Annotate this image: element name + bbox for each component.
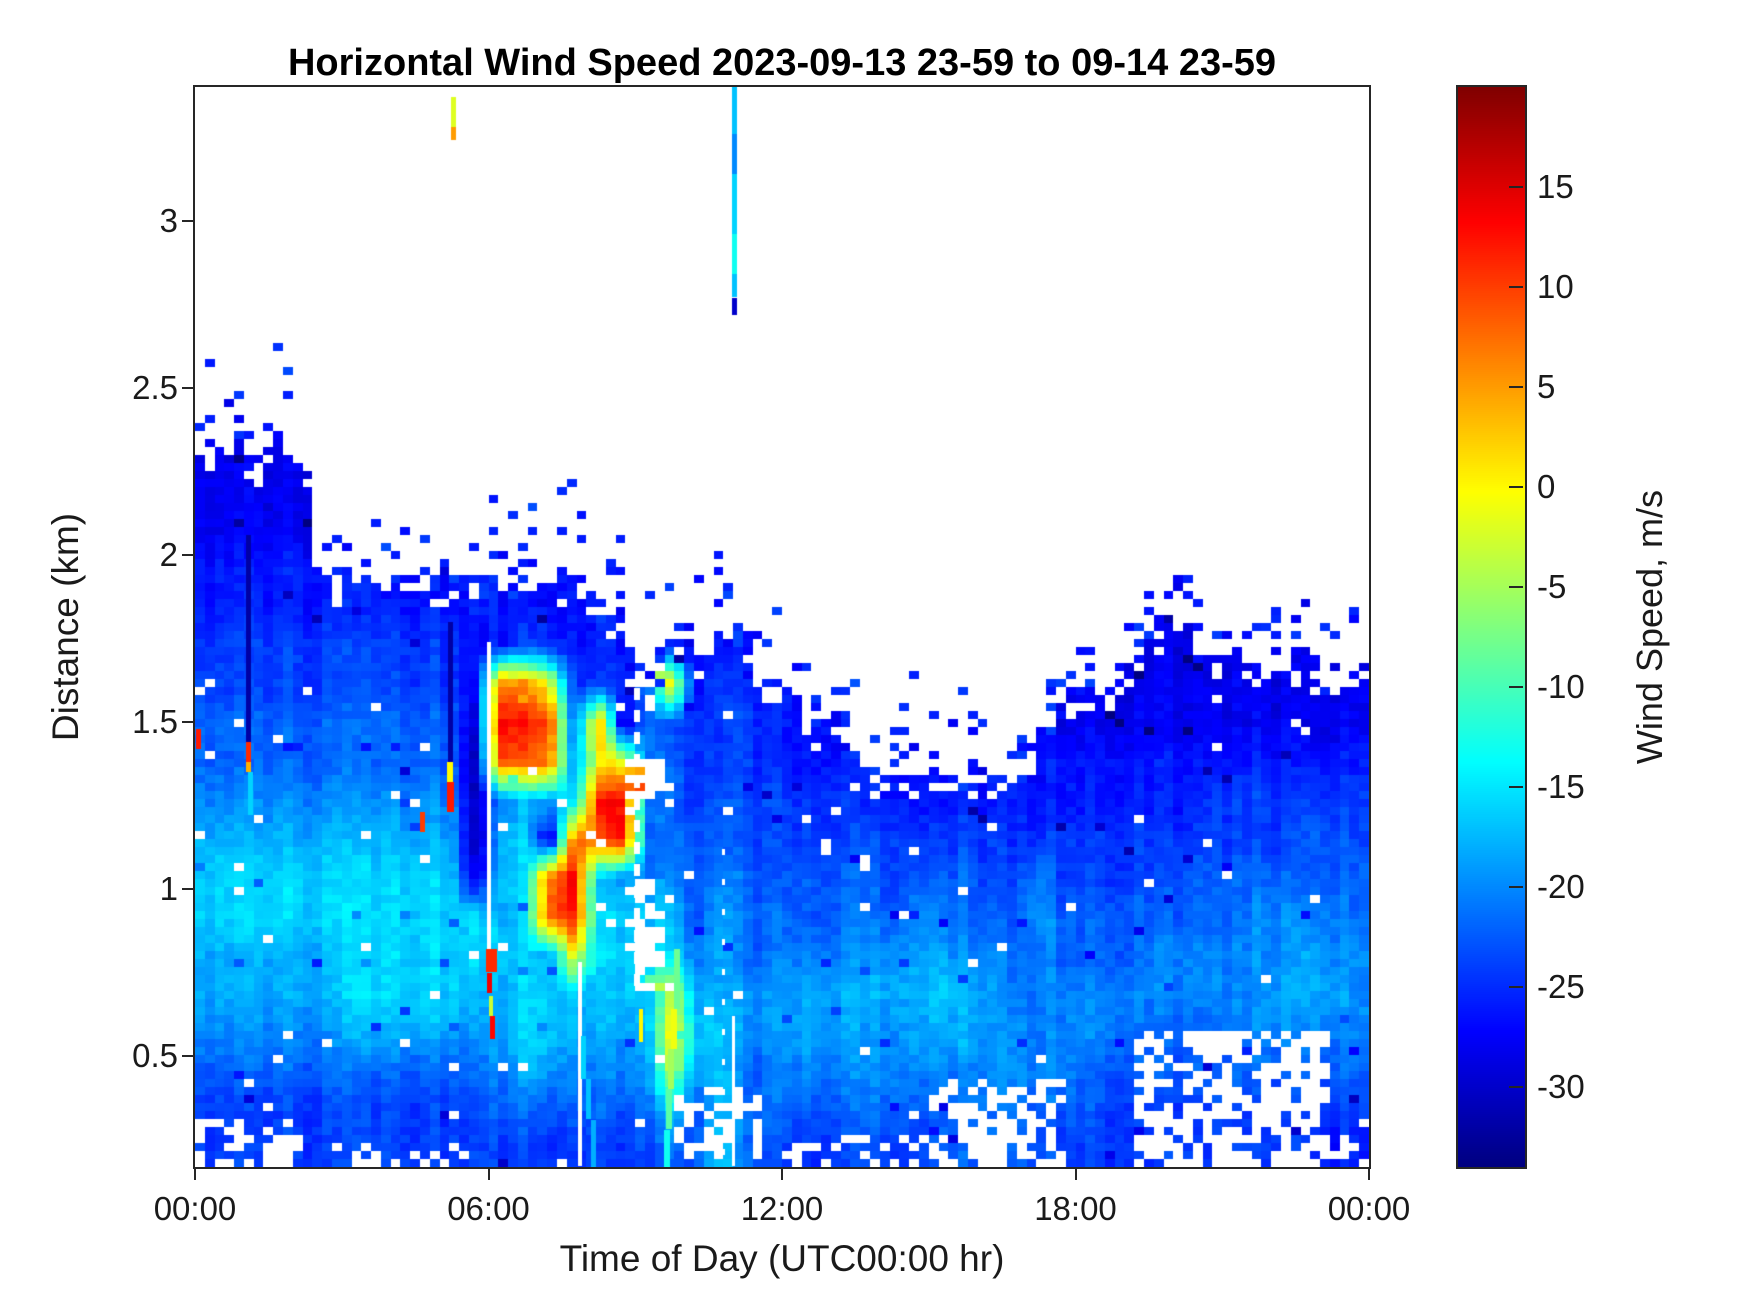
heatmap-canvas (195, 87, 1369, 1167)
y-tick-label: 2.5 (132, 368, 178, 406)
colorbar-tick-label: 0 (1537, 468, 1556, 505)
x-tick-mark (781, 1167, 783, 1180)
x-tick-mark (1368, 1167, 1370, 1180)
x-tick-label: 06:00 (447, 1190, 530, 1227)
colorbar-tick-label: 10 (1537, 268, 1574, 305)
colorbar-label: Wind Speed, m/s (1629, 489, 1670, 765)
x-tick-mark (194, 1167, 196, 1180)
colorbar-tick-mark (1509, 386, 1523, 388)
x-tick-label: 12:00 (740, 1190, 824, 1227)
plot-area (193, 85, 1371, 1169)
colorbar-tick-label: -5 (1537, 568, 1567, 605)
colorbar-tick-label: -10 (1537, 668, 1585, 705)
colorbar-tick-mark (1509, 586, 1523, 588)
colorbar-tick-mark (1509, 986, 1523, 988)
colorbar-tick-label: -25 (1537, 968, 1585, 1005)
x-tick-mark (487, 1167, 490, 1180)
x-tick-label: 18:00 (1034, 1190, 1117, 1227)
y-tick-label: 1 (159, 869, 178, 907)
colorbar-tick-mark (1509, 1086, 1523, 1088)
colorbar-tick-label: -15 (1537, 768, 1585, 805)
y-tick-mark (182, 553, 195, 556)
y-tick-mark (182, 386, 195, 389)
colorbar-tick-mark (1509, 486, 1523, 488)
colorbar (1456, 85, 1527, 1169)
chart-title: Horizontal Wind Speed 2023-09-13 23-59 t… (287, 42, 1277, 84)
colorbar-tick-mark (1509, 786, 1523, 788)
colorbar-canvas (1458, 87, 1525, 1167)
y-tick-mark (182, 1055, 195, 1058)
y-tick-label: 1.5 (132, 702, 178, 740)
x-tick-label: 00:00 (1327, 1190, 1411, 1227)
x-tick-label: 00:00 (153, 1190, 237, 1227)
colorbar-tick-mark (1509, 886, 1523, 888)
colorbar-tick-mark (1509, 186, 1523, 188)
y-tick-mark (182, 887, 195, 890)
colorbar-tick-label: 15 (1537, 168, 1574, 205)
colorbar-tick-label: 5 (1537, 368, 1556, 405)
x-tick-mark (1074, 1167, 1077, 1180)
colorbar-tick-mark (1509, 686, 1523, 688)
colorbar-tick-mark (1509, 286, 1523, 288)
y-tick-mark (182, 219, 195, 222)
x-axis-label: Time of Day (UTC00:00 hr) (559, 1238, 1005, 1279)
y-tick-label: 2 (159, 535, 178, 573)
colorbar-tick-label: -20 (1537, 868, 1585, 905)
y-tick-label: 3 (159, 201, 178, 239)
y-tick-mark (182, 720, 195, 723)
y-tick-label: 0.5 (132, 1037, 178, 1075)
colorbar-tick-label: -30 (1537, 1068, 1585, 1105)
